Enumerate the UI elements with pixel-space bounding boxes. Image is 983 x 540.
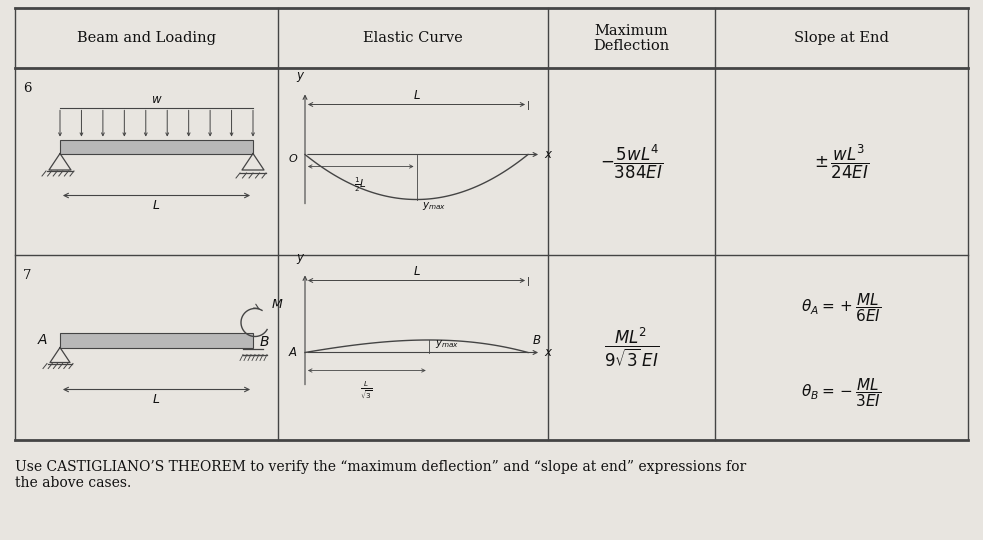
Text: $y_{max}$: $y_{max}$ bbox=[423, 199, 446, 212]
Text: $L$: $L$ bbox=[152, 393, 160, 406]
Text: Use CASTIGLIANO’S THEOREM to verify the “maximum deflection” and “slope at end” : Use CASTIGLIANO’S THEOREM to verify the … bbox=[15, 460, 746, 490]
Text: $\theta_A = +\dfrac{ML}{6EI}$: $\theta_A = +\dfrac{ML}{6EI}$ bbox=[801, 291, 882, 324]
Text: $\frac{1}{2}L$: $\frac{1}{2}L$ bbox=[354, 176, 368, 194]
Text: Elastic Curve: Elastic Curve bbox=[363, 31, 463, 45]
Text: Maximum: Maximum bbox=[595, 24, 668, 38]
Text: $B$: $B$ bbox=[259, 335, 269, 349]
Text: 7: 7 bbox=[23, 269, 31, 282]
Text: 6: 6 bbox=[23, 82, 31, 95]
Text: $A$: $A$ bbox=[36, 333, 48, 347]
Text: Slope at End: Slope at End bbox=[794, 31, 889, 45]
Text: $\pm\,\dfrac{wL^3}{24EI}$: $\pm\,\dfrac{wL^3}{24EI}$ bbox=[814, 143, 869, 181]
Text: $L$: $L$ bbox=[413, 265, 421, 278]
Text: $y$: $y$ bbox=[296, 71, 306, 84]
Text: Deflection: Deflection bbox=[594, 39, 669, 53]
Text: $y_{max}$: $y_{max}$ bbox=[434, 338, 459, 350]
Text: $O$: $O$ bbox=[288, 152, 298, 164]
FancyBboxPatch shape bbox=[60, 139, 253, 153]
Text: $\frac{L}{\sqrt{3}}$: $\frac{L}{\sqrt{3}}$ bbox=[361, 380, 374, 402]
Text: $\theta_B = -\dfrac{ML}{3EI}$: $\theta_B = -\dfrac{ML}{3EI}$ bbox=[801, 376, 882, 409]
Text: $\dfrac{ML^2}{9\sqrt{3}\,EI}$: $\dfrac{ML^2}{9\sqrt{3}\,EI}$ bbox=[604, 326, 659, 369]
Text: $A$: $A$ bbox=[288, 346, 298, 359]
Text: Beam and Loading: Beam and Loading bbox=[77, 31, 216, 45]
Text: $x$: $x$ bbox=[545, 346, 553, 359]
Text: $y$: $y$ bbox=[296, 252, 306, 266]
FancyBboxPatch shape bbox=[60, 333, 253, 348]
Text: $w$: $w$ bbox=[150, 93, 162, 106]
Text: $L$: $L$ bbox=[152, 199, 160, 212]
Text: $L$: $L$ bbox=[413, 89, 421, 102]
Text: $-\dfrac{5wL^4}{384EI}$: $-\dfrac{5wL^4}{384EI}$ bbox=[600, 143, 664, 181]
Text: $M$: $M$ bbox=[271, 298, 283, 311]
Text: $x$: $x$ bbox=[545, 148, 553, 161]
Text: $B$: $B$ bbox=[532, 334, 542, 348]
